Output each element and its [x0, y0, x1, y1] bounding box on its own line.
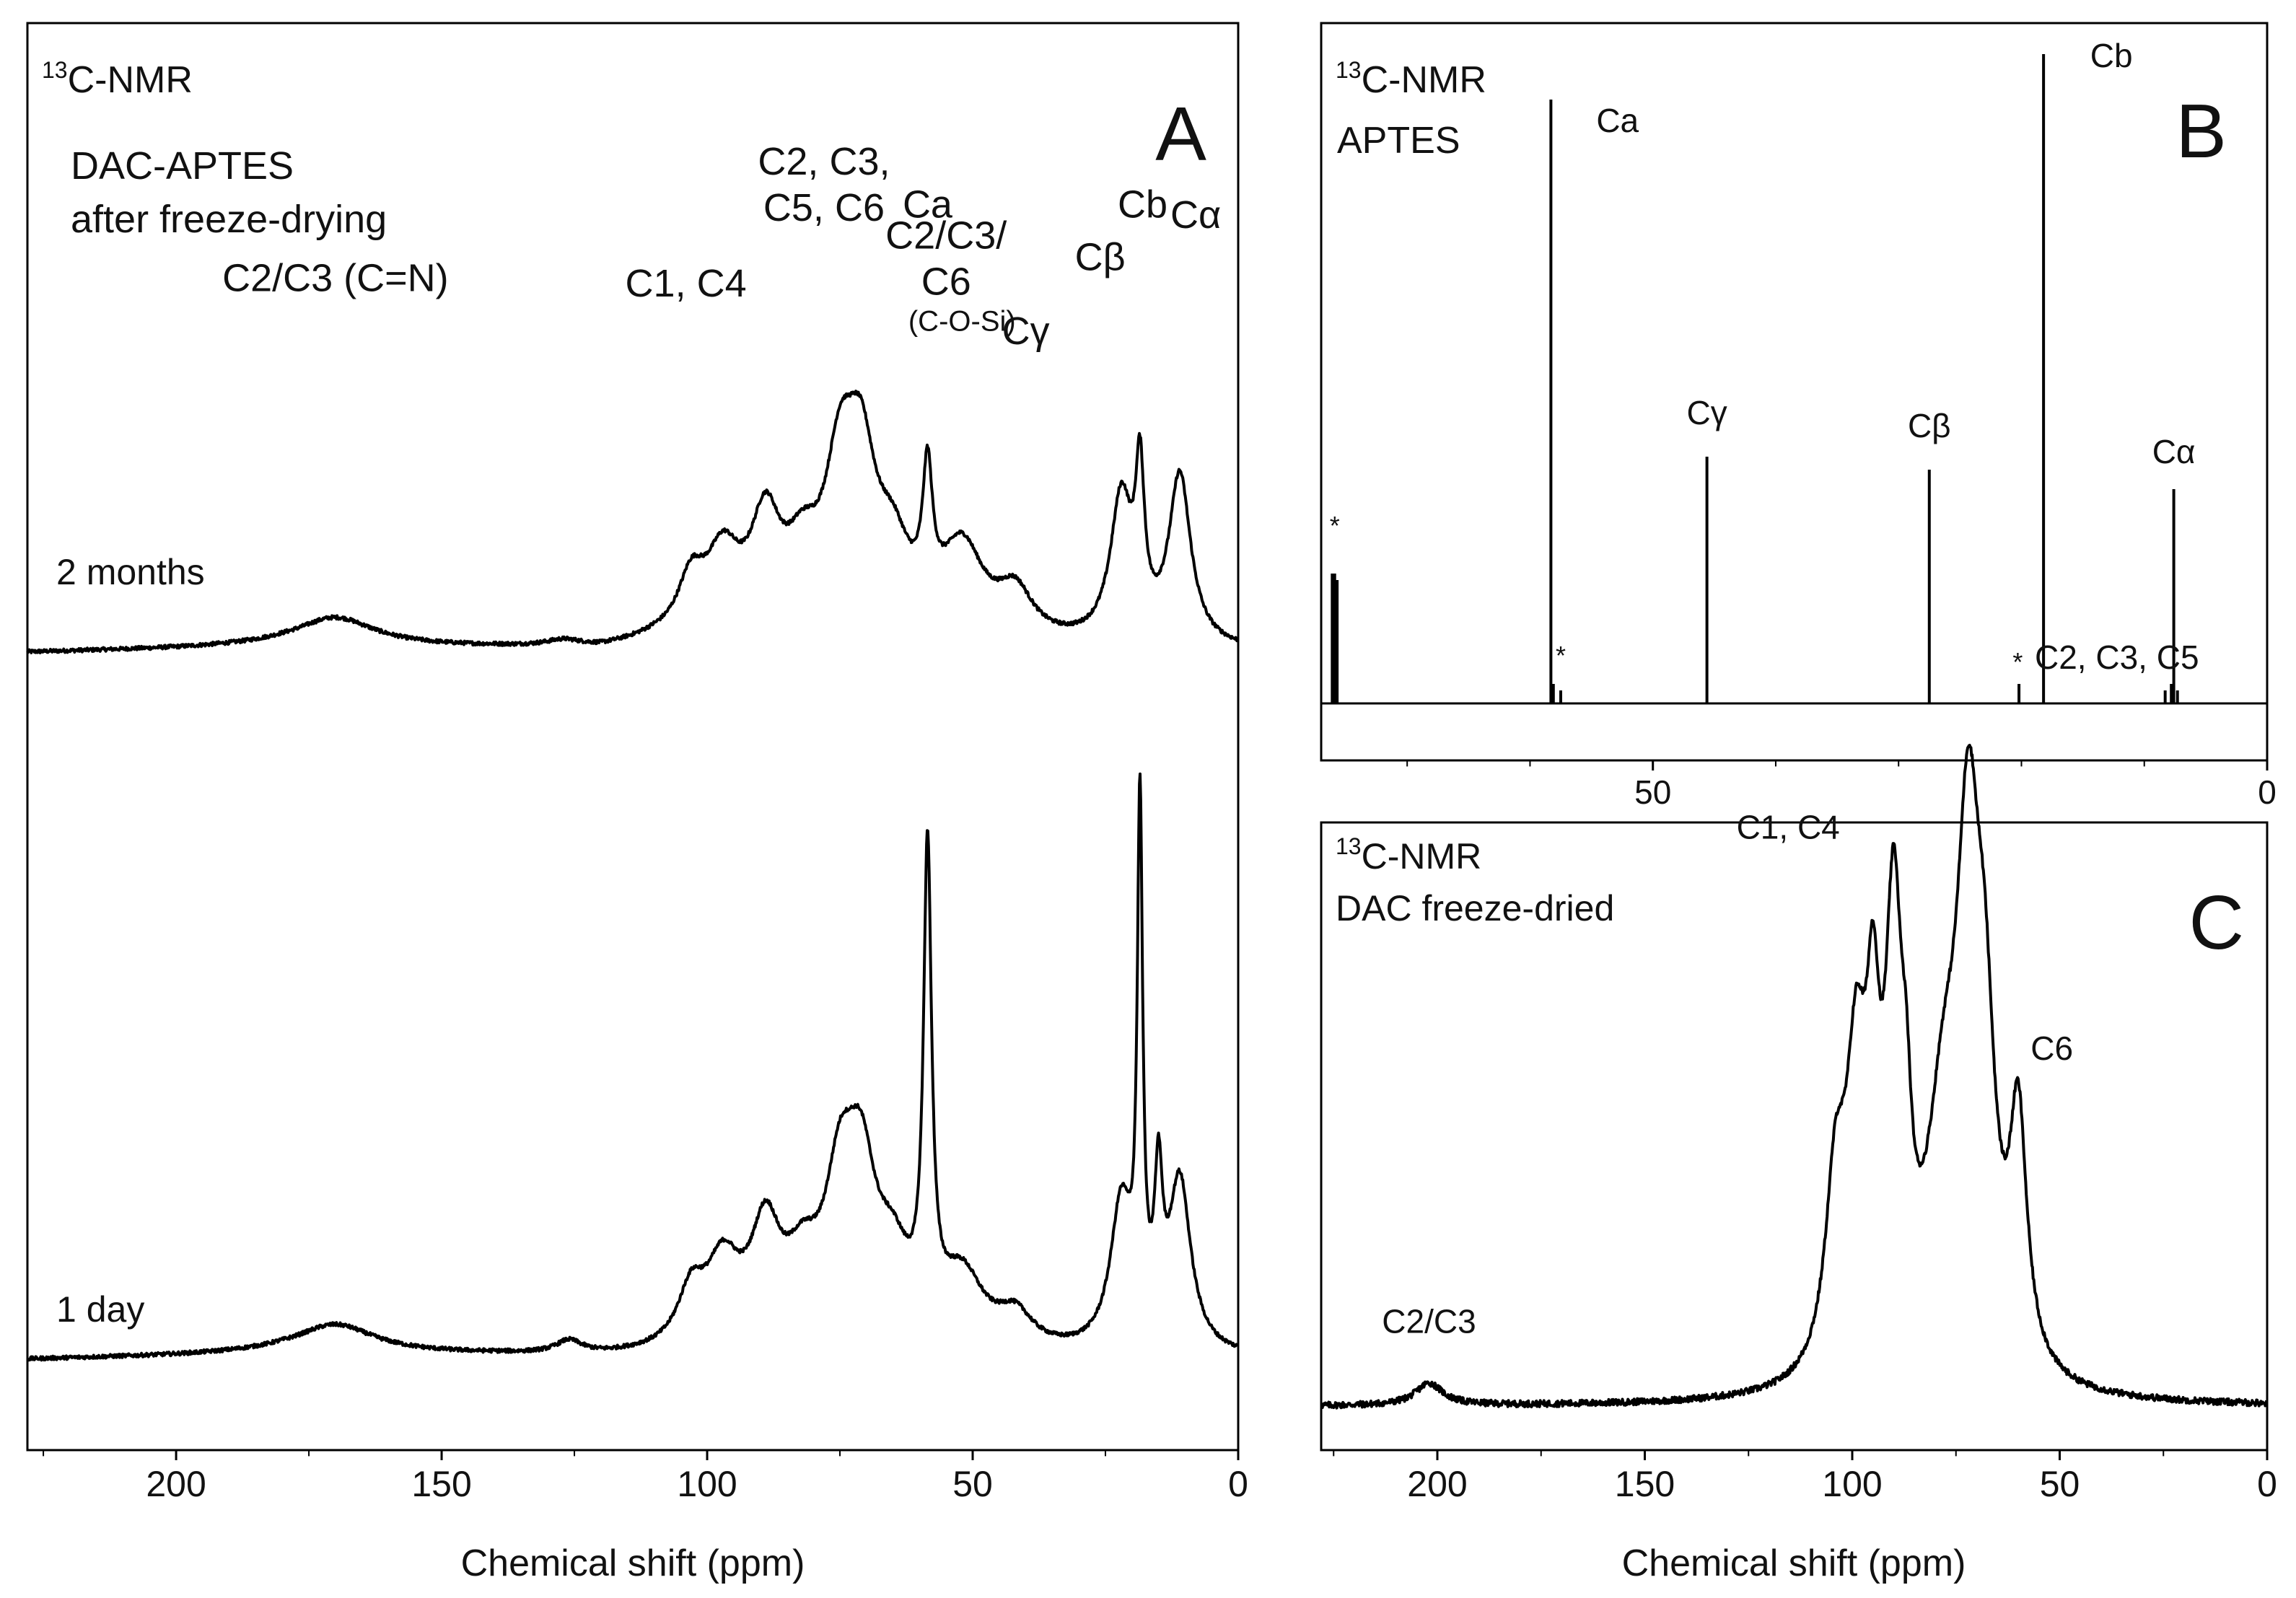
panel-a-peak-label: Cα — [1170, 193, 1221, 237]
panel-c-trace — [1320, 744, 2269, 1410]
panel-c-nucleus: 13C-NMR — [1336, 833, 1481, 877]
x-tick-label: 100 — [1822, 1464, 1882, 1504]
panel-b-peak-label: Cα — [2152, 433, 2196, 470]
panel-a-nucleus-superscript: 13 — [42, 57, 68, 83]
panel-b: 13C-NMR APTES B * * * Ca Cγ Cβ Cb Cα 50 0 — [1320, 22, 2277, 811]
x-tick-label: 100 — [677, 1464, 737, 1504]
x-tick-label: 50 — [1634, 773, 1671, 811]
panel-a-peak-label: (C-O-Si) — [908, 306, 1016, 338]
panel-a-trace-2-months — [26, 390, 1239, 654]
panel-c-peak-label: C2/C3 — [1382, 1303, 1476, 1340]
panel-a-peak-label: Cb — [1118, 183, 1167, 226]
panel-b-nucleus: 13C-NMR — [1336, 57, 1486, 101]
panel-b-peak-label: Cβ — [1908, 407, 1951, 444]
x-tick-label: 150 — [1615, 1464, 1675, 1504]
panel-a-sample-line-2: after freeze-drying — [71, 198, 387, 241]
panel-b-peak-sticks — [1321, 54, 2267, 705]
panel-c-nucleus-superscript: 13 — [1336, 833, 1362, 859]
panel-c-x-axis: 200 150 100 50 0 — [1333, 1450, 2277, 1504]
panel-c-frame — [1320, 821, 2269, 1452]
panel-c-x-axis-label: Chemical shift (ppm) — [1622, 1542, 1966, 1584]
panel-b-peak-label: Cb — [2090, 37, 2133, 74]
panel-b-peak-label: * — [1556, 641, 1566, 670]
panel-a-nucleus-label: C-NMR — [68, 59, 193, 101]
panel-b-nucleus-superscript: 13 — [1336, 57, 1362, 83]
panel-b-nucleus-label: C-NMR — [1362, 59, 1486, 101]
panel-b-sample-line-1: APTES — [1337, 120, 1460, 162]
panel-a-nucleus: 13C-NMR — [42, 57, 193, 101]
panel-a-x-axis: 200 150 100 50 0 — [43, 1450, 1248, 1504]
panel-b-frame — [1320, 22, 2269, 762]
panel-a-trace-1-day — [26, 772, 1239, 1362]
panel-a-x-axis-label: Chemical shift (ppm) — [461, 1542, 805, 1584]
panel-a-peak-label: C1, C4 — [626, 262, 747, 305]
panel-b-peak-label: * — [1330, 511, 1340, 540]
x-tick-label: 0 — [1228, 1464, 1248, 1504]
panel-a-sample-line-1: DAC-APTES — [71, 144, 294, 188]
panel-a-letter: A — [1155, 92, 1206, 177]
panel-c-letter: C — [2188, 880, 2244, 965]
x-tick-label: 200 — [146, 1464, 206, 1504]
x-tick-label: 0 — [2258, 773, 2277, 811]
panel-a-annotations: C2/C3 (C=N) C1, C4 C2, C3, C5, C6C2/C3/C6(C… — [222, 140, 1221, 353]
panel-b-x-axis: 50 0 — [1406, 760, 2277, 811]
x-tick-label: 0 — [2257, 1464, 2277, 1504]
panel-a-series-label-1-day: 1 day — [56, 1289, 144, 1330]
panel-b-annotations: * * * Ca Cγ Cβ Cb Cα — [1330, 37, 2196, 677]
panel-b-letter: B — [2175, 89, 2227, 174]
panel-b-peak-label: * — [2012, 647, 2023, 677]
x-tick-label: 50 — [952, 1464, 993, 1504]
panel-c-peak-label: C1, C4 — [1737, 808, 1840, 846]
panel-c-peak-label: C2, C3, C5 — [2035, 638, 2199, 676]
panel-a-peak-label: Cγ — [1002, 309, 1050, 353]
x-tick-label: 200 — [1407, 1464, 1467, 1504]
panel-b-peak-label: Cγ — [1686, 394, 1727, 431]
panel-a-peak-label: C2, C3, C5, C6 — [758, 140, 890, 229]
panel-a-peak-label: Cβ — [1075, 236, 1126, 279]
panel-a-series-label-2-months: 2 months — [56, 552, 205, 592]
panel-a-peak-label: C2/C3 (C=N) — [222, 257, 449, 300]
panel-a-peak-label: Ca — [903, 183, 953, 226]
panel-c-nucleus-label: C-NMR — [1362, 836, 1482, 877]
panel-c-peak-label: C6 — [2030, 1030, 2073, 1067]
panel-a-peak-label: C2/C3/C6 — [885, 214, 1007, 304]
x-tick-label: 150 — [411, 1464, 471, 1504]
panel-b-peak-label: Ca — [1596, 102, 1639, 139]
x-tick-label: 50 — [2040, 1464, 2080, 1504]
panel-c-annotations: C2/C3 C1, C4 C2, C3, C5 C6 — [1382, 638, 2199, 1340]
panel-a: 13C-NMR DAC-APTES after freeze-drying A … — [26, 22, 1248, 1584]
panel-a-frame — [26, 22, 1240, 1452]
panel-c-sample-line-1: DAC freeze-dried — [1336, 888, 1614, 928]
